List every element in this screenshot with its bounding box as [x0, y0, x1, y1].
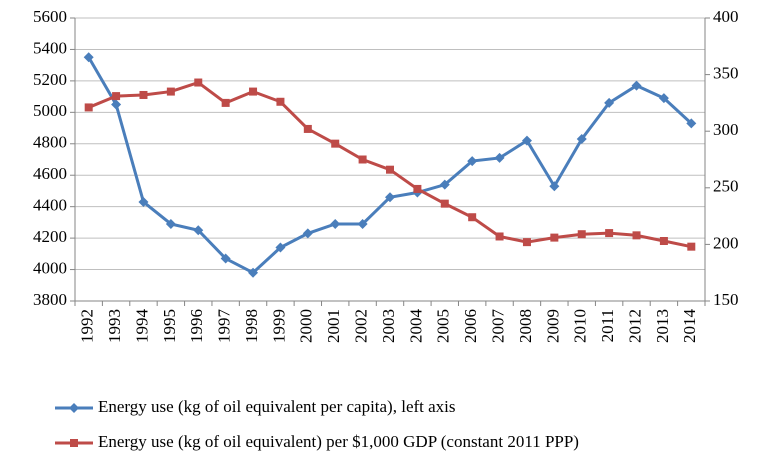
- point: [632, 231, 641, 240]
- point: [194, 78, 203, 87]
- point: [165, 218, 176, 229]
- point: [686, 118, 697, 129]
- x-tick-label: 2002: [352, 309, 371, 343]
- point: [193, 225, 204, 236]
- legend-marker: [70, 439, 78, 447]
- point: [83, 52, 94, 63]
- point: [138, 196, 149, 207]
- y-tick-label: 5400: [33, 38, 67, 57]
- y-tick-label: 5600: [33, 7, 67, 26]
- point: [495, 232, 504, 241]
- x-tick-label: 2003: [379, 309, 398, 343]
- point: [166, 87, 175, 96]
- point: [276, 97, 285, 106]
- point: [522, 238, 531, 247]
- y-tick-label: 4800: [33, 133, 67, 152]
- x-tick-label: 1999: [269, 309, 288, 343]
- point: [385, 192, 395, 203]
- point: [604, 97, 615, 108]
- point: [521, 135, 532, 146]
- y-tick-label: 4200: [33, 227, 67, 246]
- point: [303, 124, 312, 133]
- y2-tick-label: 250: [713, 177, 739, 196]
- y-tick-label: 4400: [33, 196, 67, 215]
- x-tick-label: 1992: [78, 309, 97, 343]
- x-tick-label: 2001: [324, 309, 343, 343]
- y2-tick-label: 200: [713, 233, 739, 252]
- x-tick-label: 2000: [297, 309, 316, 343]
- y-tick-label: 5200: [33, 70, 67, 89]
- legend-marker: [69, 403, 79, 413]
- x-tick-label: 2012: [625, 309, 644, 343]
- point: [577, 230, 586, 239]
- point: [358, 155, 367, 164]
- point: [658, 93, 669, 104]
- point: [439, 179, 450, 190]
- x-tick-label: 2010: [571, 309, 590, 343]
- x-tick-label: 2005: [434, 309, 453, 343]
- point: [550, 233, 559, 242]
- point: [139, 90, 148, 99]
- x-tick-label: 1995: [160, 309, 179, 343]
- point: [549, 181, 560, 192]
- legend-label: Energy use (kg of oil equivalent) per $1…: [98, 432, 579, 451]
- point: [112, 92, 121, 101]
- point: [357, 218, 368, 229]
- point: [631, 80, 642, 91]
- y2-tick-label: 300: [713, 120, 739, 139]
- point: [494, 152, 505, 163]
- point: [659, 237, 668, 246]
- x-tick-label: 1998: [242, 309, 261, 343]
- x-tick-label: 2007: [488, 308, 507, 343]
- point: [605, 229, 614, 238]
- point: [275, 242, 286, 253]
- x-tick-label: 1997: [215, 309, 234, 344]
- x-tick-label: 2004: [406, 309, 425, 344]
- x-tick-label: 1994: [132, 309, 151, 344]
- point: [302, 228, 313, 239]
- point: [331, 139, 340, 148]
- y2-tick-label: 400: [713, 7, 739, 26]
- point: [687, 242, 696, 251]
- point: [221, 98, 230, 107]
- point: [468, 213, 477, 222]
- y2-tick-label: 150: [713, 290, 739, 309]
- point: [84, 103, 93, 112]
- x-tick-label: 1993: [105, 309, 124, 343]
- x-tick-label: 2014: [680, 309, 699, 344]
- legend-label: Energy use (kg of oil equivalent per cap…: [98, 397, 456, 416]
- point: [111, 99, 122, 110]
- x-tick-label: 1996: [187, 309, 206, 343]
- point: [386, 165, 394, 174]
- y-tick-label: 5000: [33, 101, 67, 120]
- y2-tick-label: 350: [713, 64, 739, 83]
- point: [467, 156, 478, 167]
- x-tick-label: 2006: [461, 309, 480, 343]
- point: [413, 184, 422, 193]
- x-tick-label: 2013: [653, 309, 672, 343]
- x-tick-label: 2008: [516, 309, 535, 343]
- y-tick-label: 4600: [33, 164, 67, 183]
- point: [248, 267, 259, 278]
- y-tick-label: 3800: [33, 290, 67, 309]
- y-tick-label: 4000: [33, 258, 67, 277]
- point: [330, 218, 341, 229]
- point: [220, 253, 231, 264]
- point: [576, 134, 587, 145]
- x-tick-label: 2009: [543, 309, 562, 343]
- point: [440, 199, 449, 208]
- point: [249, 87, 258, 96]
- x-tick-label: 2011: [598, 309, 617, 342]
